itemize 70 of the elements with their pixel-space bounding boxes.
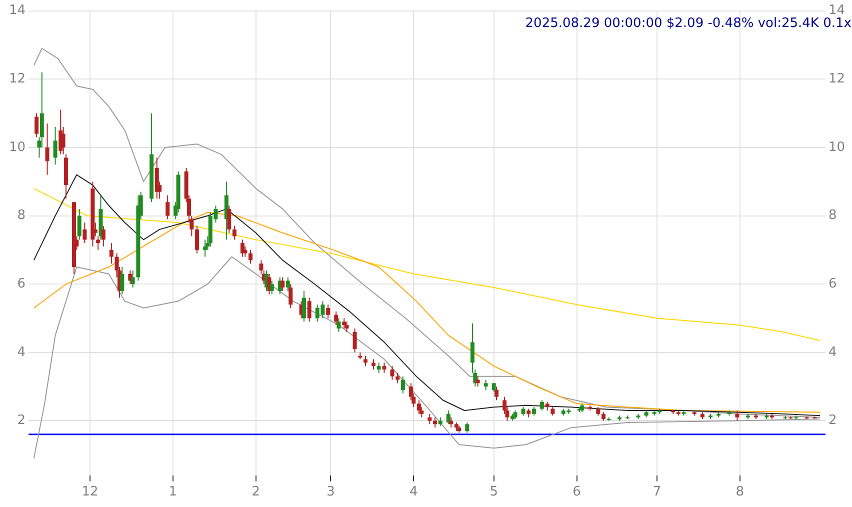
candlestick	[400, 376, 405, 394]
y-tick-label: 14	[8, 3, 26, 18]
x-tick-label: 1	[168, 484, 178, 500]
candlestick	[334, 310, 338, 326]
candlestick	[45, 123, 50, 176]
candlestick	[446, 410, 450, 425]
candlestick	[109, 242, 114, 264]
candlestick	[101, 226, 106, 248]
y2-tick-label: 6	[828, 276, 837, 292]
candlestick	[382, 362, 386, 374]
y2-tick-label: 2	[828, 413, 837, 428]
candlestick	[372, 358, 376, 370]
candlestick	[390, 366, 394, 380]
candlestick	[61, 126, 66, 155]
x-tick-label: 3	[326, 484, 335, 500]
y-tick-label: 4	[17, 344, 26, 360]
candlestick	[465, 422, 470, 434]
candlestick	[259, 260, 264, 274]
x-tick-label: 6	[572, 484, 581, 500]
candlestick	[203, 239, 208, 258]
y-tick-label: 6	[17, 276, 26, 292]
candlestick	[336, 318, 341, 332]
candlestick	[120, 266, 124, 295]
candlestick	[227, 205, 232, 234]
candlestick	[77, 208, 82, 240]
y2-tick-label: 10	[828, 140, 846, 155]
x-tick-label: 5	[490, 484, 498, 500]
y-tick-label: 8	[17, 208, 26, 224]
candlestick	[53, 126, 58, 166]
candlestick	[82, 222, 87, 244]
candlestick	[449, 416, 454, 428]
candlestick	[484, 379, 488, 390]
candlestick	[280, 276, 285, 292]
y2-tick-label: 12	[828, 72, 846, 86]
candlestick	[96, 236, 100, 250]
candlestick	[34, 112, 39, 138]
candlestick	[540, 400, 544, 411]
candlestick	[376, 362, 381, 374]
candlestick	[476, 376, 480, 388]
candlestick	[494, 386, 499, 401]
x-tick-label: 7	[652, 484, 662, 500]
chart-title: 2025.08.29 00:00:00 $2.09 -0.48% vol:25.4K 0.1x	[525, 16, 852, 32]
y2-tick-label: 14	[828, 3, 846, 18]
candlestick	[232, 226, 236, 240]
y-tick-label: 10	[8, 140, 26, 155]
candlestick	[288, 284, 293, 309]
candlestick	[286, 276, 290, 292]
candlestick	[416, 400, 421, 414]
x-tick-label: 12	[82, 484, 98, 500]
candlestick	[735, 410, 740, 422]
candlestick	[352, 328, 357, 353]
candlestick	[433, 416, 438, 428]
candlestick	[326, 304, 330, 319]
candlestick	[40, 72, 44, 148]
y-tick-label: 2	[17, 413, 26, 428]
candlestick	[130, 270, 135, 288]
candlestick	[248, 249, 252, 264]
candlestick	[307, 297, 312, 322]
y2-tick-label: 4	[828, 344, 837, 360]
candlestick	[270, 280, 274, 295]
x-tick-label: 2	[252, 484, 260, 500]
y-tick-label: 12	[8, 72, 26, 86]
x-tick-label: 8	[736, 484, 744, 500]
candlestick	[344, 321, 349, 332]
candlestick	[240, 239, 244, 258]
y2-tick-label: 8	[828, 208, 837, 224]
candlestick	[166, 194, 170, 220]
candlestick	[195, 226, 200, 254]
x-tick-label: 4	[409, 484, 418, 500]
candlestick	[342, 318, 346, 330]
